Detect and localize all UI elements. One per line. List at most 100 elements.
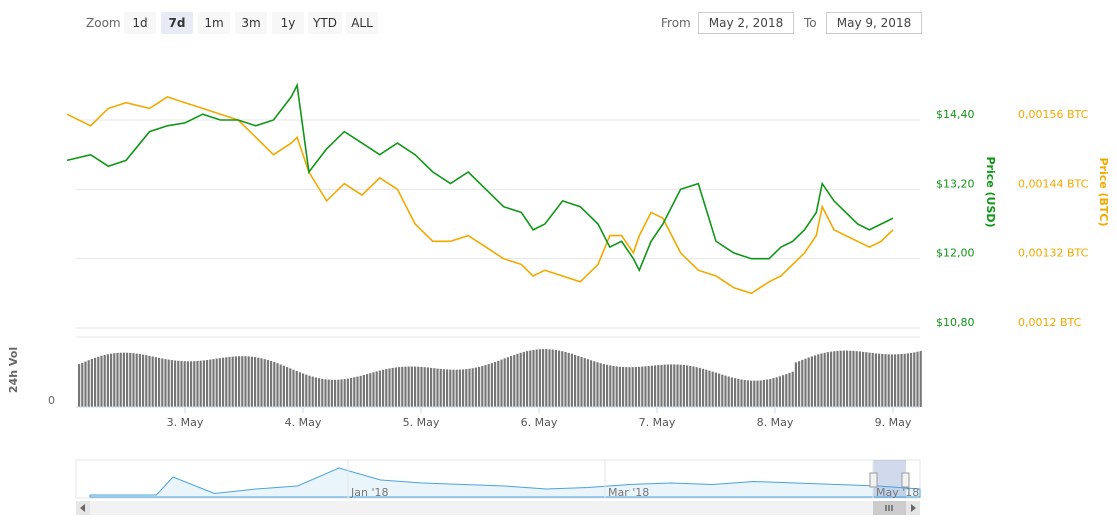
volume-bar: [388, 368, 391, 407]
volume-bar: [526, 351, 529, 407]
volume-bar: [164, 359, 167, 407]
x-tick-label: 4. May: [285, 416, 322, 429]
volume-bar: [439, 368, 442, 407]
volume-bar: [468, 368, 471, 407]
volume-bar: [554, 350, 557, 407]
volume-bar: [228, 356, 231, 407]
volume-bar: [206, 360, 209, 407]
zoom-button-all[interactable]: ALL: [346, 12, 378, 34]
volume-bar: [481, 366, 484, 407]
y-tick-usd: $12,00: [936, 247, 975, 260]
from-date-input[interactable]: May 2, 2018: [698, 12, 794, 34]
volume-bar: [727, 376, 730, 407]
volume-bar: [385, 369, 388, 407]
volume-bar: [724, 375, 727, 407]
volume-bar: [234, 356, 237, 407]
volume-bar: [705, 369, 708, 407]
volume-bar: [151, 356, 154, 407]
volume-bar: [654, 365, 657, 407]
volume-bar: [564, 352, 567, 407]
navigator-tick-label: May '18: [876, 486, 919, 499]
y-tick-usd: $14,40: [936, 108, 975, 121]
scrollbar-track[interactable]: [76, 501, 920, 515]
zoom-button-3m[interactable]: 3m: [235, 12, 267, 34]
volume-bar: [305, 374, 308, 407]
volume-bar: [87, 360, 90, 407]
volume-bar: [804, 358, 807, 407]
price-grid: [76, 119, 920, 329]
volume-bar: [382, 369, 385, 407]
volume-bar: [801, 359, 804, 407]
volume-bar: [138, 354, 141, 407]
volume-bar: [778, 376, 781, 407]
volume-bar: [846, 350, 849, 407]
volume-bar: [513, 354, 516, 407]
volume-bar: [698, 367, 701, 407]
volume-bar: [890, 354, 893, 407]
volume-bar: [833, 351, 836, 407]
volume-bar: [903, 353, 906, 407]
volume-bar: [580, 357, 583, 407]
navigator-tick-label: Mar '18: [608, 486, 649, 499]
volume-bar: [426, 367, 429, 407]
volume-bar: [311, 376, 314, 407]
volume-bar: [660, 364, 663, 407]
volume-bar: [190, 361, 193, 407]
volume-bar: [132, 353, 135, 407]
volume-bar: [631, 367, 634, 407]
x-tick-label: 6. May: [521, 416, 558, 429]
volume-bar: [161, 358, 164, 407]
volume-bar: [775, 377, 778, 407]
y-tick-btc: 0,00132 BTC: [1018, 247, 1089, 260]
volume-bar: [814, 355, 817, 407]
volume-bar: [878, 353, 881, 407]
volume-bar: [129, 352, 132, 407]
arrow-right-icon: [911, 504, 916, 512]
volume-bar: [119, 352, 122, 407]
volume-bar: [695, 367, 698, 407]
volume-bar: [353, 377, 356, 407]
volume-bar: [225, 357, 228, 407]
volume-bar: [318, 378, 321, 407]
x-axis: 3. May 4. May 5. May 6. May 7. May 8. May 9. M…: [167, 408, 912, 429]
volume-bar: [215, 358, 218, 407]
volume-bar: [798, 361, 801, 407]
zoom-button-1m[interactable]: 1m: [198, 12, 230, 34]
volume-bar: [250, 356, 253, 407]
volume-bar: [753, 380, 756, 407]
navigator-right-handle[interactable]: [901, 472, 910, 488]
navigator-area: [89, 467, 921, 498]
volume-bar: [852, 350, 855, 407]
volume-bar: [346, 378, 349, 407]
y-tick-btc: 0,0012 BTC: [1018, 316, 1082, 329]
zoom-button-1y[interactable]: 1y: [272, 12, 304, 34]
zoom-button-7d[interactable]: 7d: [161, 12, 193, 34]
volume-bar: [145, 355, 148, 407]
volume-bar: [622, 367, 625, 407]
volume-bar: [686, 365, 689, 407]
scrollbar[interactable]: [76, 501, 920, 515]
zoom-button-1d[interactable]: 1d: [124, 12, 156, 34]
volume-bar: [106, 354, 109, 407]
volume-bar: [647, 366, 650, 407]
volume-bar: [407, 366, 410, 407]
volume-bar: [292, 369, 295, 407]
volume-bar: [286, 367, 289, 407]
to-date-input[interactable]: May 9, 2018: [826, 12, 922, 34]
volume-bar: [302, 373, 305, 407]
volume-bar: [663, 364, 666, 407]
volume-bar: [538, 349, 541, 407]
volume-bar: [222, 357, 225, 407]
volume-bar: [762, 380, 765, 407]
volume-bar: [759, 380, 762, 407]
zoom-button-ytd[interactable]: YTD: [308, 12, 342, 34]
volume-bar: [788, 372, 791, 407]
navigator-ticks: Jan '18 Mar '18 May '18: [347, 460, 919, 499]
navigator[interactable]: Jan '18 Mar '18 May '18: [75, 459, 921, 499]
volume-bar: [148, 355, 151, 407]
volume-bar: [263, 359, 266, 407]
navigator-left-handle[interactable]: [869, 472, 878, 488]
navigator-selection[interactable]: [873, 460, 906, 498]
volume-bar: [449, 369, 452, 407]
